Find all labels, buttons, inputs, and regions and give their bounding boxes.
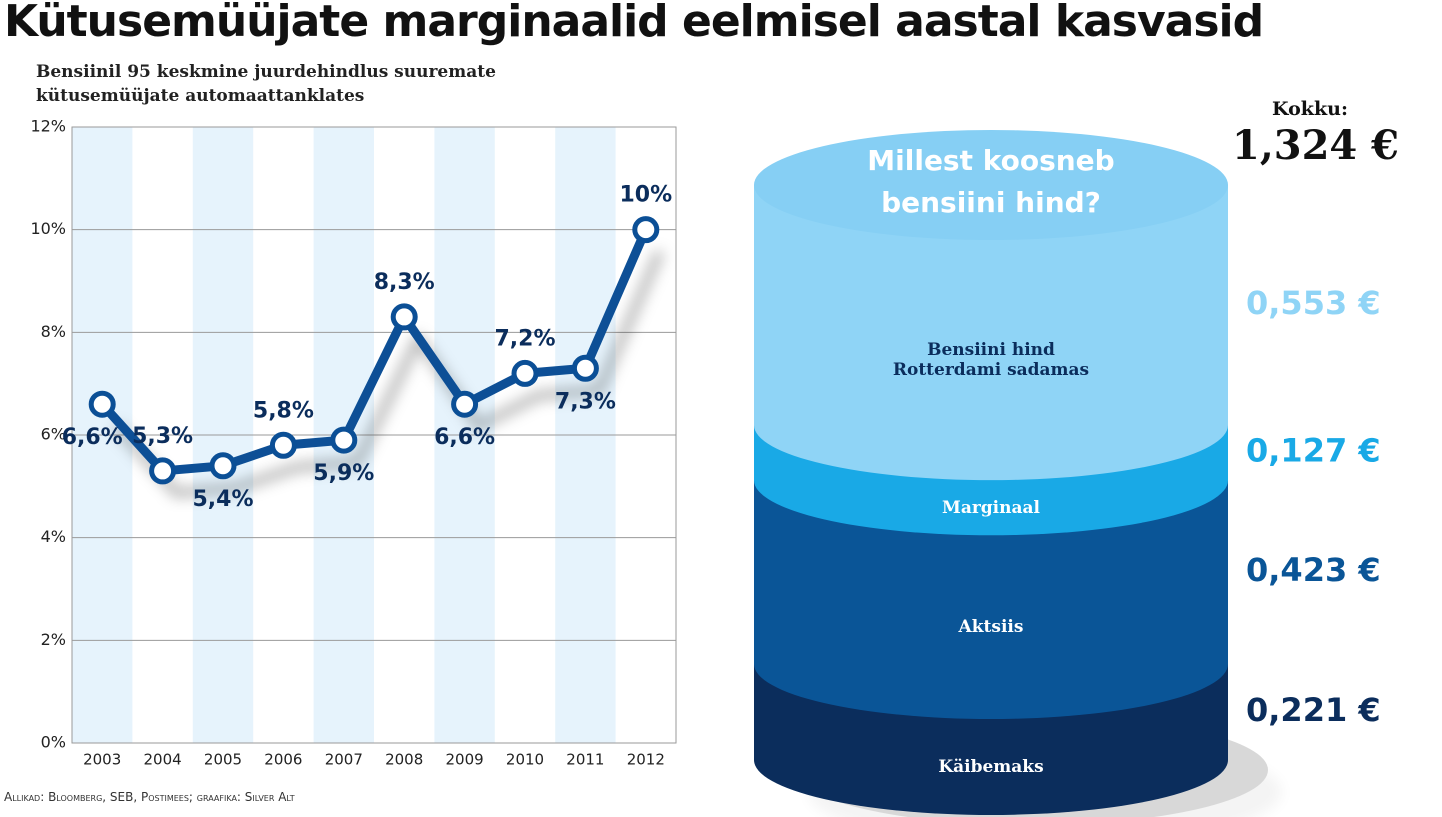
- x-tick-label: 2005: [204, 751, 242, 769]
- data-point: [269, 431, 297, 459]
- data-point: [330, 426, 358, 454]
- page-title: Kütusemüüjate marginaalid eelmisel aasta…: [4, 0, 1264, 47]
- data-label: 5,3%: [132, 424, 193, 449]
- cylinder-segment: [754, 480, 1228, 719]
- segment-label: Aktsiis: [958, 617, 1024, 638]
- data-point: [149, 457, 177, 485]
- data-point: [632, 216, 660, 244]
- x-tick-label: 2008: [385, 751, 423, 769]
- data-point: [88, 390, 116, 418]
- data-label: 5,4%: [192, 487, 253, 512]
- x-tick-label: 2009: [446, 751, 484, 769]
- segment-label: Bensiini hind Rotterdami sadamas: [892, 340, 1090, 381]
- y-tick-label: 8%: [41, 322, 66, 341]
- x-tick-label: 2010: [506, 751, 544, 769]
- cylinder-title: Millest koosneb bensiini hind?: [867, 144, 1115, 219]
- plot-frame: [71, 126, 677, 744]
- data-label: 7,3%: [555, 389, 616, 414]
- value-label: 0,221 €: [1246, 691, 1381, 729]
- total-label: 1,324 €: [1232, 122, 1400, 169]
- data-label: 10%: [619, 183, 672, 208]
- total-title: Kokku:: [1272, 98, 1348, 120]
- value-label: 0,553 €: [1246, 284, 1381, 322]
- x-tick-label: 2004: [144, 751, 182, 769]
- y-tick-label: 10%: [30, 219, 66, 238]
- y-tick-label: 12%: [30, 117, 66, 136]
- x-tick-label: 2011: [566, 751, 604, 769]
- y-tick-label: 6%: [41, 425, 66, 444]
- cylinder-segment: [754, 185, 1228, 481]
- x-tick-label: 2003: [83, 751, 121, 769]
- data-label: 7,2%: [494, 326, 555, 351]
- data-point: [571, 354, 599, 382]
- data-label: 6,6%: [434, 425, 495, 450]
- data-point: [451, 390, 479, 418]
- x-tick-label: 2012: [627, 751, 665, 769]
- data-point: [511, 359, 539, 387]
- y-tick-label: 2%: [41, 630, 66, 649]
- data-label: 8,3%: [374, 270, 435, 295]
- data-line: [98, 227, 650, 476]
- y-tick-label: 4%: [41, 527, 66, 546]
- x-tick-label: 2006: [264, 751, 302, 769]
- data-label: 6,6%: [62, 425, 123, 450]
- y-tick-label: 0%: [41, 733, 66, 752]
- cylinder-top: [754, 130, 1228, 240]
- segment-label: Käibemaks: [938, 757, 1044, 777]
- x-tick-label: 2007: [325, 751, 363, 769]
- segment-label: Marginaal: [942, 497, 1040, 518]
- data-point: [209, 452, 237, 480]
- value-label: 0,423 €: [1246, 551, 1381, 589]
- chart-subtitle: Bensiinil 95 keskmine juurdehindlus suur…: [36, 62, 496, 106]
- data-label: 5,9%: [313, 461, 374, 486]
- source: Allikad: Bloomberg, SEB, Postimees; graa…: [4, 790, 295, 804]
- value-label: 0,127 €: [1246, 432, 1381, 470]
- data-point: [390, 303, 418, 331]
- data-label: 5,8%: [253, 398, 314, 423]
